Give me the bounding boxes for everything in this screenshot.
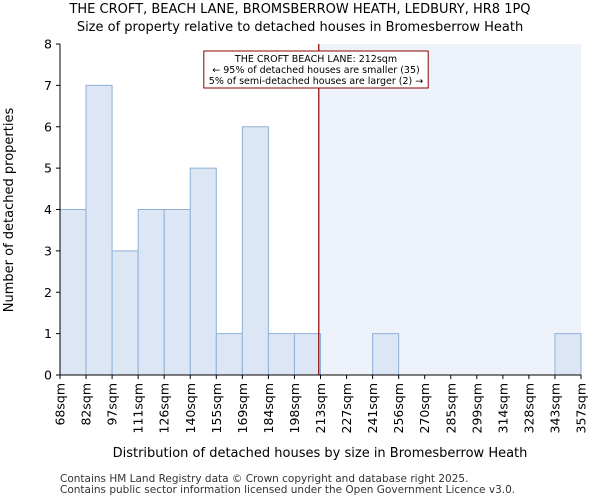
- x-tick-label: 97sqm: [105, 383, 120, 426]
- x-tick-label: 314sqm: [495, 383, 510, 433]
- bar-68sqm: [59, 209, 87, 376]
- footer-copyright: Contains HM Land Registry data © Crown c…: [60, 473, 469, 485]
- bar-82sqm: [85, 84, 113, 376]
- x-tick-label: 169sqm: [235, 383, 250, 433]
- x-tick-label: 285sqm: [443, 383, 458, 433]
- larger-than-property-region: [318, 44, 581, 375]
- bar-111sqm: [137, 209, 165, 376]
- x-tick-label: 82sqm: [79, 383, 94, 426]
- y-tick-label: 0: [44, 368, 52, 383]
- bar-343sqm: [554, 333, 582, 376]
- y-tick-label: 6: [44, 119, 52, 134]
- bar-140sqm: [189, 167, 217, 376]
- x-tick-label: 155sqm: [209, 383, 224, 433]
- x-tick-label: 140sqm: [183, 383, 198, 433]
- x-tick-label: 357sqm: [574, 383, 589, 433]
- footer-licence: Contains public sector information licen…: [60, 484, 516, 496]
- annotation-line-2: ← 95% of detached houses are smaller (35…: [212, 65, 419, 76]
- chart-subtitle: Size of property relative to detached ho…: [76, 20, 524, 35]
- y-tick-label: 7: [44, 78, 52, 93]
- bar-155sqm: [215, 333, 243, 376]
- bar-184sqm: [267, 333, 295, 376]
- x-tick-label: 111sqm: [131, 383, 146, 433]
- x-tick-label: 328sqm: [521, 383, 536, 433]
- x-tick-label: 213sqm: [313, 383, 328, 433]
- y-tick-label: 5: [44, 161, 52, 176]
- x-tick-label: 343sqm: [547, 383, 562, 433]
- y-tick-label: 2: [44, 285, 52, 300]
- bar-169sqm: [241, 126, 269, 376]
- x-axis-label: Distribution of detached houses by size …: [113, 446, 528, 461]
- annotation-line-3: 5% of semi-detached houses are larger (2…: [209, 76, 423, 87]
- y-tick-label: 4: [44, 202, 52, 217]
- bar-126sqm: [163, 209, 191, 376]
- x-tick-label: 256sqm: [391, 383, 406, 433]
- y-axis-label: Number of detached properties: [2, 108, 17, 313]
- x-tick-label: 68sqm: [53, 383, 68, 426]
- y-tick-label: 8: [44, 37, 52, 52]
- x-tick-label: 270sqm: [417, 383, 432, 433]
- bar-241sqm: [372, 333, 400, 376]
- x-tick-label: 126sqm: [157, 383, 172, 433]
- y-tick-label: 1: [44, 326, 52, 341]
- chart-title: THE CROFT, BEACH LANE, BROMSBERROW HEATH…: [69, 2, 531, 17]
- x-tick-label: 241sqm: [365, 383, 380, 433]
- x-tick-label: 184sqm: [261, 383, 276, 433]
- y-tick-label: 3: [44, 243, 52, 258]
- x-tick-label: 227sqm: [339, 383, 354, 433]
- annotation-line-1: THE CROFT BEACH LANE: 212sqm: [234, 54, 397, 65]
- bar-97sqm: [111, 250, 139, 376]
- x-tick-label: 198sqm: [287, 383, 302, 433]
- x-tick-label: 299sqm: [469, 383, 484, 433]
- bar-198sqm: [293, 333, 322, 376]
- histogram-chart: 0 1 2 3 4 5 6 7 8 68sqm 82sqm 97sqm 111sqm 126sqm 140…: [2, 37, 589, 462]
- property-annotation-box: THE CROFT BEACH LANE: 212sqm ← 95% of de…: [203, 50, 429, 89]
